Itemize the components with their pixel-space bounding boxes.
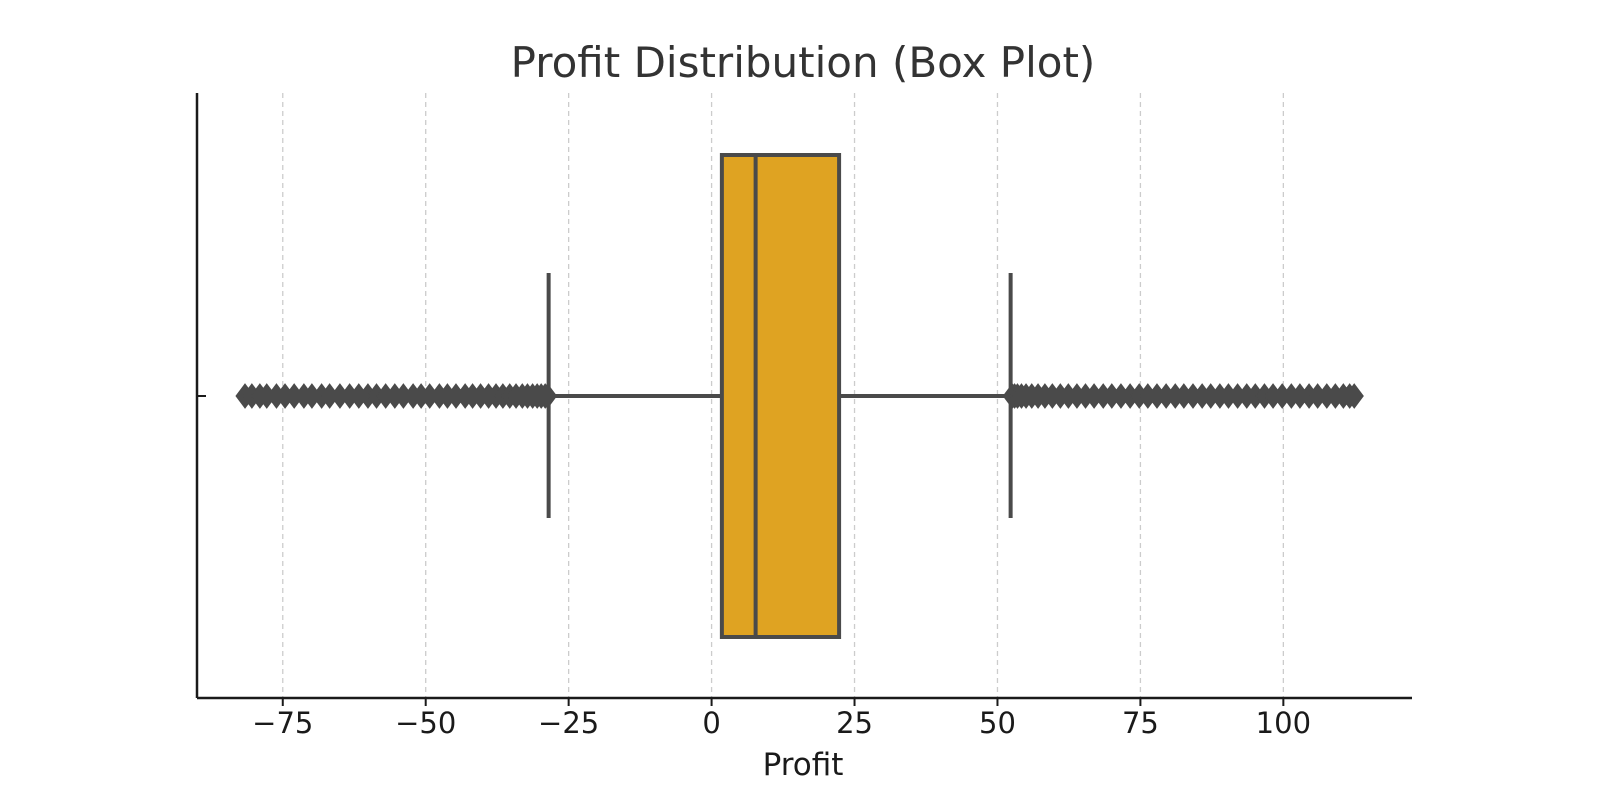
- outlier-low-point: [537, 383, 558, 409]
- x-tick-label: 0: [702, 706, 720, 740]
- axes: [195, 93, 1412, 706]
- box-group: [719, 153, 842, 639]
- x-tick-labels: −75 −50 −25 0 25 50 75 100: [252, 706, 1311, 740]
- outlier-high-point: [1344, 383, 1364, 409]
- outlier-markers: [235, 383, 1364, 409]
- x-tick-label: 50: [979, 706, 1016, 740]
- x-axis-label: Profit: [763, 747, 844, 783]
- x-tick-label: 100: [1256, 706, 1311, 740]
- x-tick-label: −50: [395, 706, 456, 740]
- x-tick-label: 25: [836, 706, 873, 740]
- chart-title: Profit Distribution (Box Plot): [511, 38, 1096, 87]
- x-tick-label: 75: [1122, 706, 1159, 740]
- x-tick-label: −75: [252, 706, 313, 740]
- x-tick-label: −25: [538, 706, 599, 740]
- iqr-box: [719, 153, 842, 639]
- grid-lines: [282, 93, 1285, 698]
